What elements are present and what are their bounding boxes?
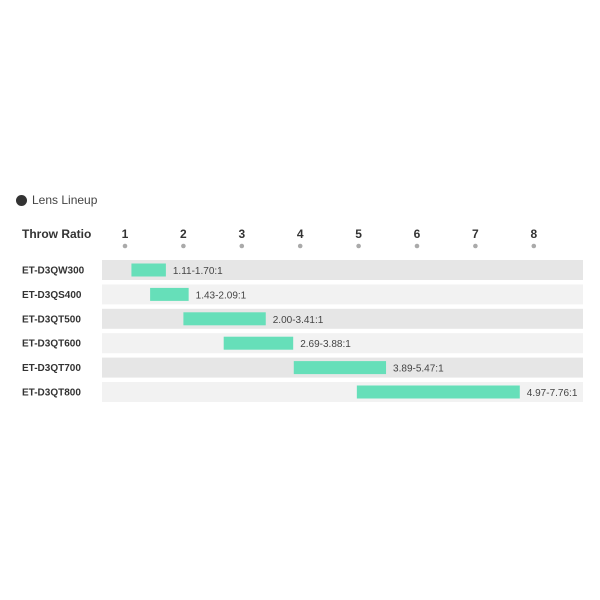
category-label: ET-D3QW300 [22, 266, 85, 277]
legend: Lens Lineup [16, 193, 97, 207]
x-tick-label: 7 [472, 227, 479, 241]
range-bar [356, 385, 520, 399]
range-bar [183, 312, 266, 326]
row-background [102, 260, 583, 280]
x-tick-label: 3 [238, 227, 245, 241]
row-background [102, 333, 583, 354]
x-tick-dot [181, 243, 186, 249]
category-label: ET-D3QT800 [22, 388, 81, 399]
x-tick-dot [414, 243, 420, 249]
x-tick-label: 8 [530, 227, 537, 241]
category-label: ET-D3QT700 [22, 363, 81, 374]
x-tick-label: 1 [122, 227, 129, 241]
x-tick-dot [122, 243, 128, 249]
x-tick-label: 6 [414, 227, 421, 241]
category-label: ET-D3QT600 [22, 339, 81, 350]
x-tick-label: 2 [180, 227, 187, 241]
x-tick-label: 4 [297, 227, 304, 241]
category-label: ET-D3QT500 [22, 314, 81, 325]
row-background [102, 308, 583, 329]
data-label: 2.69-3.88:1 [300, 339, 351, 350]
data-label: 4.97-7.76:1 [527, 388, 578, 399]
data-label: 3.89-5.47:1 [393, 364, 444, 375]
range-bar [150, 287, 189, 301]
x-tick-dot [531, 243, 537, 249]
legend-label: Lens Lineup [32, 193, 98, 207]
range-bar [223, 336, 294, 350]
data-label: 2.00-3.41:1 [273, 315, 324, 326]
range-bar [293, 361, 387, 375]
row-background [102, 284, 583, 305]
data-label: 1.11-1.70:1 [173, 266, 223, 277]
x-tick-dot [239, 243, 245, 249]
legend-dot-icon [16, 194, 27, 206]
data-label: 1.43-2.09:1 [196, 290, 247, 301]
range-bar [131, 263, 166, 277]
category-label: ET-D3QS400 [22, 290, 82, 301]
x-tick-dot [297, 243, 303, 249]
x-axis-title: Throw Ratio [22, 227, 92, 241]
x-tick-dot [473, 243, 478, 249]
x-tick-dot [356, 243, 361, 249]
x-tick-label: 5 [355, 227, 362, 241]
